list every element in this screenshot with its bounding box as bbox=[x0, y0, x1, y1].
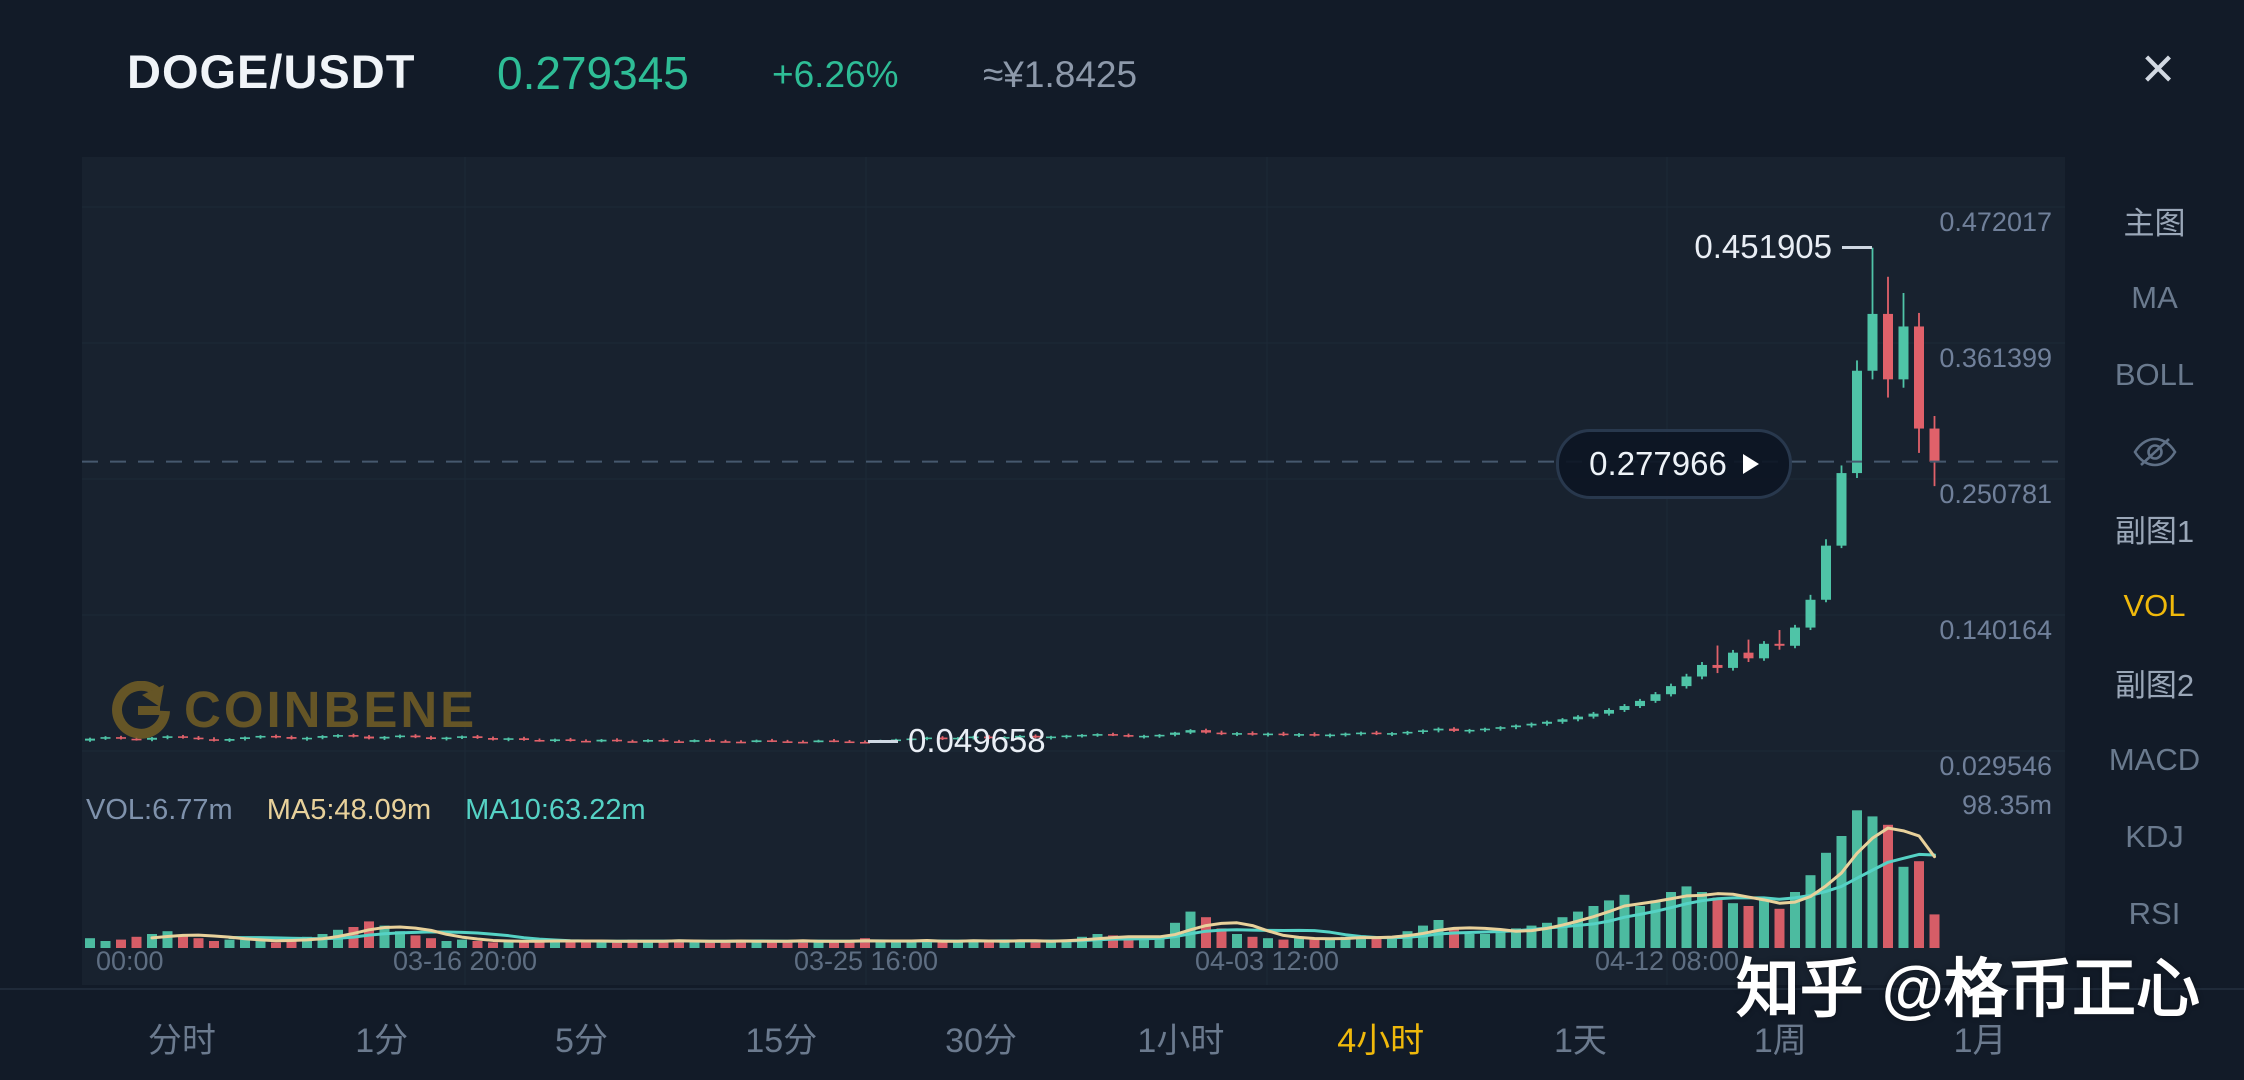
tab-5min[interactable]: 5分 bbox=[555, 1022, 608, 1060]
volume-ma10-value: MA10:63.22m bbox=[465, 794, 646, 826]
high-price-annotation: 0.451905 bbox=[1694, 228, 1872, 266]
symbol-title: DOGE/USDT bbox=[127, 45, 416, 98]
volume-value: VOL:6.77m bbox=[86, 794, 233, 826]
annotation-dash bbox=[868, 739, 898, 743]
timeframe-tabs: 分时 1分 5分 15分 30分 1小时 4小时 1天 1周 1月 bbox=[82, 995, 2080, 1080]
low-price-annotation: 0.049658 bbox=[868, 722, 1046, 760]
y-axis-label: 0.361399 bbox=[1939, 343, 2052, 373]
tab-1day[interactable]: 1天 bbox=[1554, 1022, 1607, 1060]
tab-15min[interactable]: 15分 bbox=[745, 1022, 818, 1060]
high-price-value: 0.451905 bbox=[1694, 228, 1832, 265]
tab-1hour[interactable]: 1小时 bbox=[1137, 1022, 1225, 1060]
last-price: 0.279345 bbox=[497, 47, 689, 99]
tab-1month[interactable]: 1月 bbox=[1953, 1022, 2007, 1060]
volume-ma5-value: MA5:48.09m bbox=[266, 794, 432, 826]
sidebar-item-vol[interactable]: VOL bbox=[2123, 587, 2186, 623]
sidebar-section-sub2: 副图2 bbox=[2114, 668, 2195, 703]
sidebar-item-kdj[interactable]: KDJ bbox=[2125, 818, 2184, 854]
low-price-value: 0.049658 bbox=[908, 722, 1046, 759]
sidebar-item-macd[interactable]: MACD bbox=[2108, 741, 2201, 777]
eye-off-icon bbox=[2132, 437, 2177, 466]
current-price-value: 0.277966 bbox=[1589, 445, 1727, 482]
annotation-dash bbox=[1842, 245, 1872, 249]
x-axis-label: 04-12 08:00 bbox=[1594, 946, 1740, 976]
sidebar-item-rsi[interactable]: RSI bbox=[2128, 895, 2181, 931]
coinbene-watermark: COINBENE bbox=[112, 680, 477, 739]
sidebar-item-ma[interactable]: MA bbox=[2131, 279, 2178, 315]
candlestick-chart[interactable] bbox=[82, 157, 2065, 985]
tab-30min[interactable]: 30分 bbox=[945, 1022, 1017, 1060]
sidebar-section-sub1: 副图1 bbox=[2114, 514, 2195, 549]
x-axis-label: 03-16 20:00 bbox=[392, 946, 538, 976]
sidebar-item-boll[interactable]: BOLL bbox=[2114, 356, 2195, 392]
sidebar-section-main-chart: 主图 bbox=[2123, 206, 2186, 241]
price-change-percent: +6.26% bbox=[772, 54, 899, 95]
x-axis-label: 04-03 12:00 bbox=[1194, 946, 1340, 976]
tab-1week[interactable]: 1周 bbox=[1753, 1022, 1807, 1060]
x-axis-label: 00:00 bbox=[96, 946, 164, 976]
y-axis-label: 0.029546 bbox=[1939, 751, 2052, 781]
tabs-divider bbox=[0, 988, 2244, 990]
tab-4hour[interactable]: 4小时 bbox=[1337, 1022, 1425, 1060]
x-axis-label: 03-25 16:00 bbox=[793, 946, 939, 976]
tab-1min[interactable]: 1分 bbox=[355, 1022, 409, 1060]
coinbene-watermark-text: COINBENE bbox=[184, 681, 478, 738]
volume-legend: VOL:6.77m MA5:48.09m MA10:63.22m bbox=[86, 794, 646, 827]
zhihu-watermark: 知乎 @格币正心 bbox=[1735, 953, 2200, 1025]
tab-time-share[interactable]: 分时 bbox=[147, 1022, 216, 1060]
y-axis-label: 0.140164 bbox=[1939, 615, 2052, 645]
close-button[interactable]: × bbox=[2118, 28, 2198, 108]
sidebar-item-hide-indicator[interactable] bbox=[2065, 413, 2244, 490]
y-axis-label: 0.250781 bbox=[1939, 479, 2052, 509]
volume-axis-label: 98.35m bbox=[1961, 790, 2052, 820]
current-price-tag[interactable]: 0.277966 bbox=[1556, 429, 1792, 499]
chart-pane bbox=[82, 157, 2065, 985]
fiat-value: ≈¥1.8425 bbox=[983, 54, 1138, 95]
close-icon: × bbox=[2141, 35, 2175, 101]
arrow-right-icon bbox=[1742, 454, 1759, 474]
y-axis-label: 0.472017 bbox=[1939, 207, 2052, 237]
coinbene-logo-icon bbox=[112, 680, 170, 739]
indicator-sidebar: 主图 MA BOLL 副图1 VOL 副图2 MACD KDJ RSI bbox=[2065, 182, 2244, 952]
